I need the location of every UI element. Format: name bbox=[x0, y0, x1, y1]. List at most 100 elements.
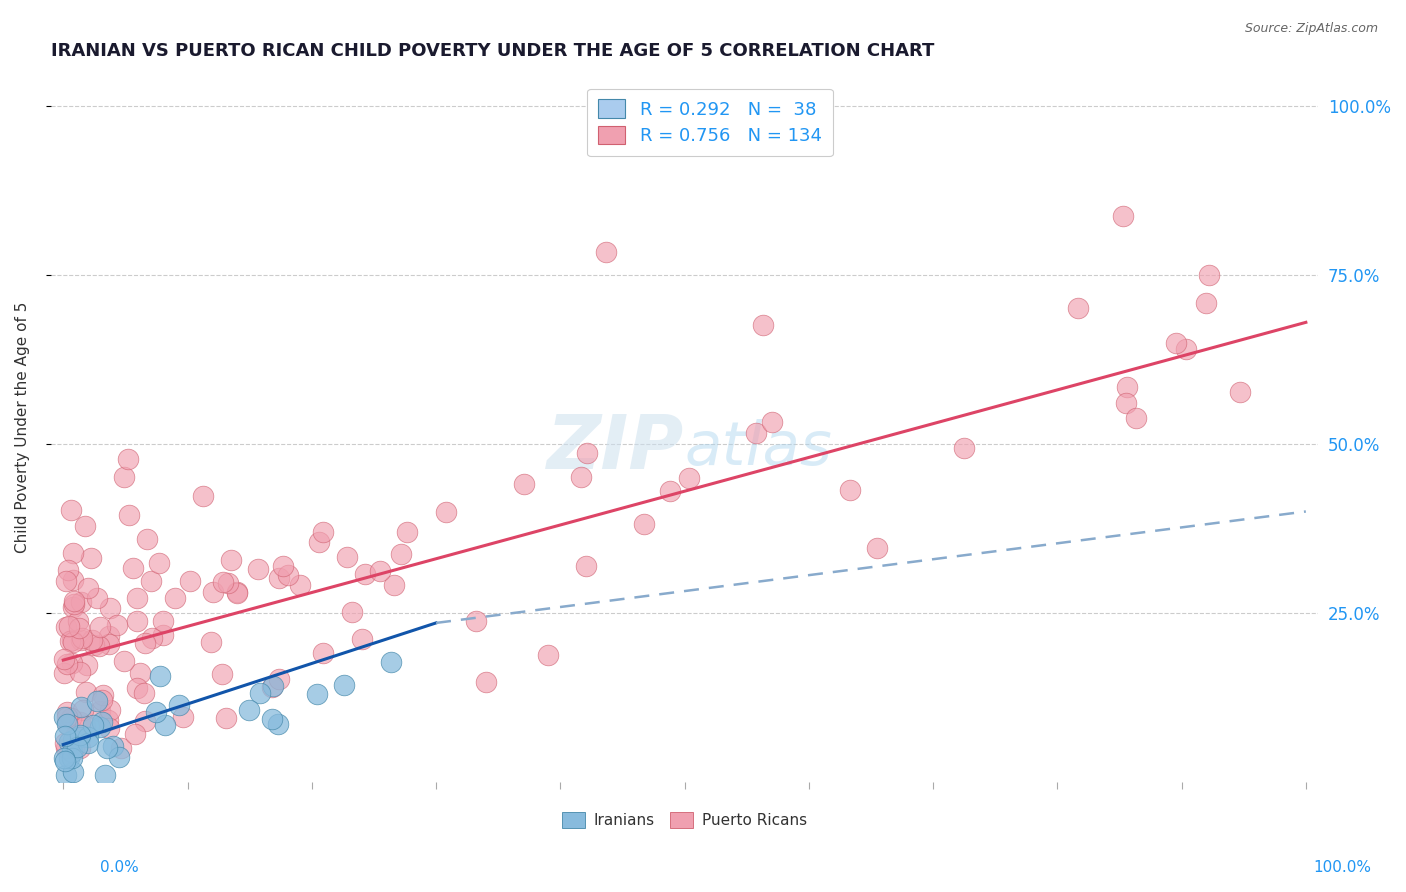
Legend: Iranians, Puerto Ricans: Iranians, Puerto Ricans bbox=[555, 806, 814, 834]
Point bbox=[141, 632, 163, 646]
Point bbox=[262, 712, 284, 726]
Point bbox=[633, 516, 655, 531]
Point bbox=[225, 586, 247, 600]
Point bbox=[1116, 380, 1139, 394]
Point bbox=[101, 739, 124, 753]
Point bbox=[474, 675, 496, 690]
Point bbox=[77, 736, 100, 750]
Point bbox=[752, 318, 775, 332]
Point bbox=[262, 679, 284, 693]
Point bbox=[1229, 385, 1251, 400]
Point bbox=[125, 591, 148, 605]
Point bbox=[139, 574, 162, 588]
Point bbox=[134, 714, 156, 728]
Y-axis label: Child Poverty Under the Age of 5: Child Poverty Under the Age of 5 bbox=[15, 301, 30, 553]
Point bbox=[62, 573, 84, 587]
Point bbox=[1198, 268, 1220, 282]
Point bbox=[67, 621, 90, 635]
Point bbox=[110, 740, 132, 755]
Point bbox=[134, 636, 156, 650]
Point bbox=[77, 730, 100, 744]
Point bbox=[69, 730, 91, 744]
Point bbox=[52, 652, 75, 666]
Point bbox=[127, 681, 149, 695]
Text: IRANIAN VS PUERTO RICAN CHILD POVERTY UNDER THE AGE OF 5 CORRELATION CHART: IRANIAN VS PUERTO RICAN CHILD POVERTY UN… bbox=[51, 42, 934, 60]
Point bbox=[267, 572, 290, 586]
Point bbox=[66, 739, 89, 754]
Point bbox=[380, 655, 402, 669]
Point bbox=[69, 665, 91, 680]
Text: 0.0%: 0.0% bbox=[100, 860, 139, 874]
Point bbox=[80, 550, 103, 565]
Point bbox=[179, 574, 201, 589]
Point bbox=[53, 665, 76, 680]
Point bbox=[59, 633, 82, 648]
Point bbox=[94, 768, 117, 782]
Point bbox=[155, 718, 177, 732]
Text: ZIP: ZIP bbox=[547, 412, 685, 485]
Point bbox=[838, 483, 860, 498]
Point bbox=[86, 591, 108, 605]
Point bbox=[122, 561, 145, 575]
Point bbox=[108, 750, 131, 764]
Point bbox=[576, 446, 599, 460]
Point bbox=[62, 546, 84, 560]
Point bbox=[217, 576, 239, 591]
Point bbox=[1115, 396, 1137, 410]
Point bbox=[145, 706, 167, 720]
Point bbox=[1164, 336, 1187, 351]
Point bbox=[678, 470, 700, 484]
Point bbox=[91, 693, 114, 707]
Point bbox=[370, 564, 392, 578]
Point bbox=[659, 483, 682, 498]
Point bbox=[340, 605, 363, 619]
Point bbox=[219, 552, 242, 566]
Point bbox=[200, 634, 222, 648]
Point bbox=[595, 245, 617, 260]
Point bbox=[55, 740, 77, 755]
Point bbox=[69, 740, 91, 755]
Point bbox=[212, 574, 235, 589]
Point bbox=[124, 726, 146, 740]
Point bbox=[76, 582, 98, 596]
Point bbox=[83, 638, 105, 652]
Point bbox=[312, 524, 335, 539]
Point bbox=[148, 669, 170, 683]
Point bbox=[53, 710, 76, 724]
Point bbox=[97, 721, 120, 735]
Point bbox=[434, 505, 457, 519]
Point bbox=[58, 735, 80, 749]
Point bbox=[1175, 343, 1198, 357]
Point bbox=[56, 710, 79, 724]
Point bbox=[152, 615, 174, 629]
Point bbox=[308, 535, 330, 549]
Point bbox=[201, 585, 224, 599]
Point bbox=[215, 711, 238, 725]
Point bbox=[277, 567, 299, 582]
Text: atlas: atlas bbox=[685, 419, 832, 478]
Point bbox=[75, 685, 97, 699]
Point bbox=[305, 687, 328, 701]
Point bbox=[72, 703, 94, 717]
Point bbox=[62, 764, 84, 779]
Point bbox=[1067, 301, 1090, 315]
Point bbox=[247, 562, 270, 576]
Point bbox=[89, 639, 111, 653]
Point bbox=[62, 732, 84, 747]
Point bbox=[63, 597, 86, 611]
Point bbox=[865, 541, 887, 555]
Point bbox=[59, 711, 82, 725]
Point bbox=[69, 715, 91, 730]
Point bbox=[89, 705, 111, 719]
Point bbox=[238, 703, 260, 717]
Point bbox=[389, 547, 412, 561]
Point bbox=[98, 600, 121, 615]
Point bbox=[191, 489, 214, 503]
Point bbox=[58, 619, 80, 633]
Point bbox=[60, 745, 83, 759]
Point bbox=[267, 716, 290, 731]
Point bbox=[70, 632, 93, 647]
Point bbox=[70, 595, 93, 609]
Point bbox=[60, 750, 83, 764]
Point bbox=[91, 689, 114, 703]
